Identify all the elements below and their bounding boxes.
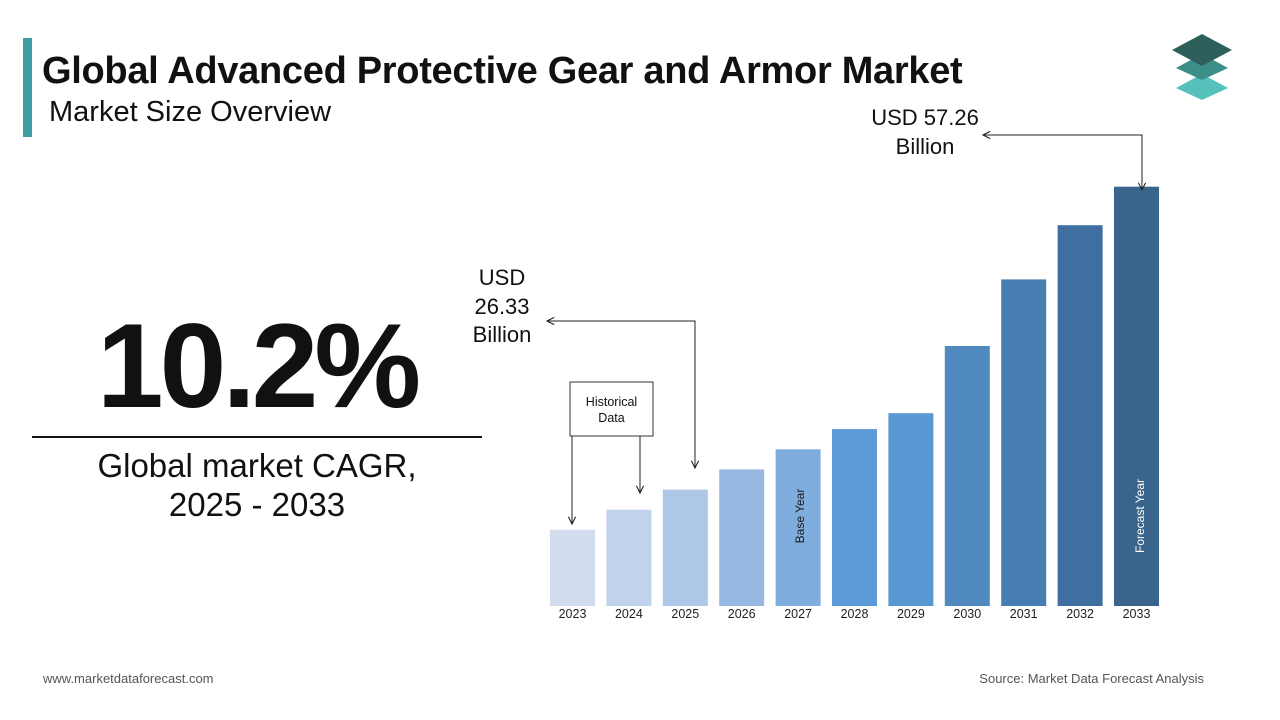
historical-data-box: [569, 381, 654, 437]
end-value-line1: USD 57.26: [871, 105, 979, 130]
bar-2033: [1114, 186, 1159, 606]
historical-label-line2: Data: [598, 411, 624, 425]
bar-2027: [775, 449, 821, 606]
page-title: Global Advanced Protective Gear and Armo…: [42, 50, 963, 92]
x-tick-2024: 2024: [615, 607, 643, 621]
bar-2029: [888, 413, 934, 606]
end-value-line2: Billion: [896, 134, 955, 159]
start-value-line2: 26.33: [474, 294, 529, 319]
x-tick-2029: 2029: [897, 607, 925, 621]
x-tick-2028: 2028: [841, 607, 869, 621]
footer-website[interactable]: www.marketdataforecast.com: [43, 671, 214, 686]
bar-2025: [662, 489, 708, 606]
footer-source: Source: Market Data Forecast Analysis: [979, 671, 1204, 686]
bar-2030: [944, 346, 990, 606]
page-subtitle: Market Size Overview: [49, 96, 332, 128]
bar-2023: [550, 529, 595, 606]
x-tick-2032: 2032: [1066, 607, 1094, 621]
x-tick-2030: 2030: [953, 607, 981, 621]
bar-2031: [1001, 279, 1047, 606]
cagr-label-line1: Global market CAGR,: [97, 447, 417, 484]
bar-2026: [719, 469, 765, 606]
x-tick-2031: 2031: [1010, 607, 1038, 621]
cagr-label-line2: 2025 - 2033: [168, 486, 346, 523]
cagr-value: 10.2%: [96, 299, 421, 433]
historical-label-line1: Historical: [586, 395, 637, 409]
bar-2024: [606, 509, 652, 606]
x-tick-2023: 2023: [559, 607, 587, 621]
forecast-year-label: Forecast Year: [1133, 479, 1147, 553]
start-value-arrow: [547, 321, 695, 468]
start-value-line1: USD: [479, 265, 525, 290]
title-accent-bar: [23, 38, 32, 137]
start-value-line3: Billion: [473, 322, 532, 347]
x-tick-2027: 2027: [784, 607, 812, 621]
cagr-divider: [32, 436, 482, 438]
stacked-layers-icon: [1172, 34, 1232, 100]
base-year-label: Base Year: [793, 489, 807, 544]
bar-2028: [832, 429, 877, 606]
end-value-arrow: [983, 135, 1142, 190]
x-tick-2033: 2033: [1123, 607, 1151, 621]
x-tick-2025: 2025: [671, 607, 699, 621]
bar-2032: [1057, 225, 1103, 606]
x-tick-2026: 2026: [728, 607, 756, 621]
cagr-label: Global market CAGR, 2025 - 2033: [32, 446, 482, 524]
